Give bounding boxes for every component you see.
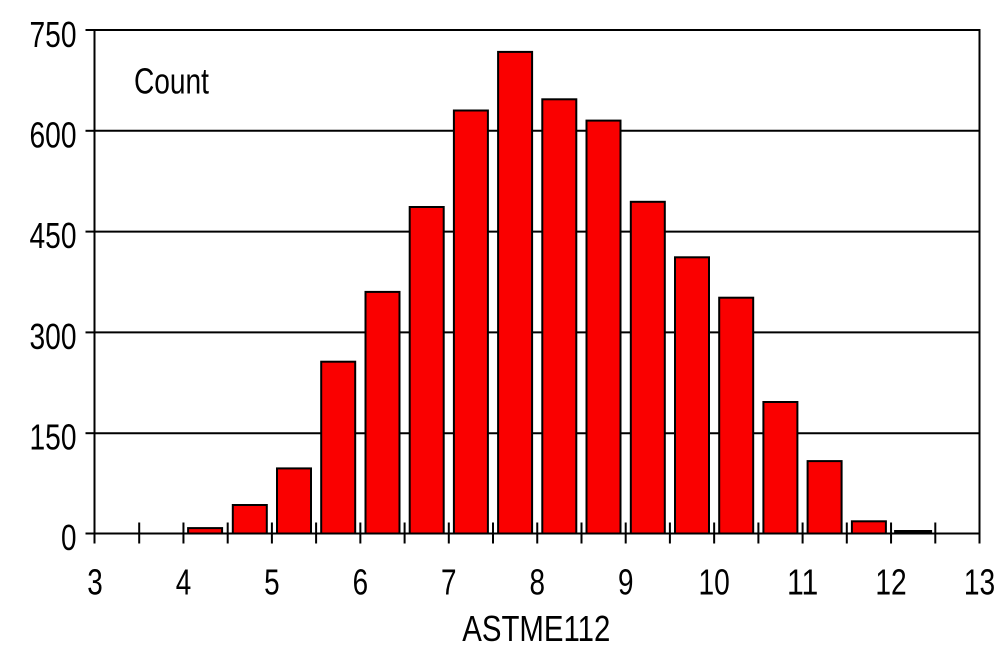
svg-text:0: 0: [61, 517, 77, 558]
svg-text:7: 7: [441, 562, 457, 603]
svg-text:3: 3: [87, 562, 103, 603]
svg-text:5: 5: [264, 562, 280, 603]
svg-text:4: 4: [176, 562, 192, 603]
svg-text:300: 300: [30, 316, 77, 357]
svg-text:600: 600: [30, 114, 77, 155]
svg-text:6: 6: [353, 562, 369, 603]
svg-text:11: 11: [787, 562, 818, 603]
svg-text:ASTME112: ASTME112: [462, 608, 610, 649]
svg-text:9: 9: [618, 562, 634, 603]
svg-text:10: 10: [699, 562, 730, 603]
svg-text:8: 8: [530, 562, 546, 603]
svg-text:Count: Count: [134, 61, 209, 102]
svg-text:12: 12: [875, 562, 906, 603]
svg-text:750: 750: [30, 14, 77, 55]
svg-text:150: 150: [30, 417, 77, 458]
svg-text:450: 450: [30, 215, 77, 256]
svg-text:13: 13: [964, 562, 995, 603]
